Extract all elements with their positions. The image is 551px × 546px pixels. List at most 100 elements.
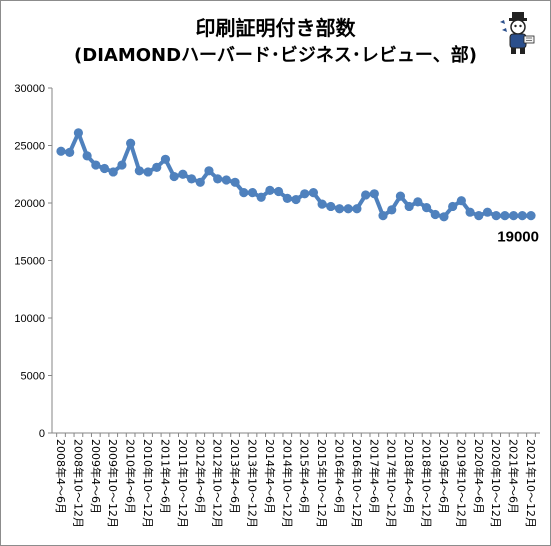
y-tick-label: 15000 (14, 256, 45, 268)
x-tick-label: 2009年4～6月 (89, 439, 103, 514)
data-point (361, 190, 371, 200)
data-point (465, 207, 475, 217)
data-point (186, 174, 197, 184)
data-point (56, 146, 66, 156)
data-point (265, 185, 275, 195)
x-tick-label: 2016年4～6月 (333, 439, 347, 514)
x-tick-label: 2013年4～6月 (228, 439, 242, 514)
data-point (273, 186, 284, 197)
x-tick-label: 2012年10～12月 (211, 439, 225, 528)
data-point (160, 154, 171, 164)
y-tick-label: 25000 (14, 141, 45, 153)
data-point (517, 211, 527, 221)
x-tick-label: 2018年4～6月 (402, 439, 416, 514)
data-point (126, 138, 136, 148)
x-tick-label: 2014年4～6月 (263, 439, 277, 514)
x-tick-label: 2017年4～6月 (367, 439, 381, 514)
data-point (91, 160, 101, 170)
x-tick-label: 2013年10～12月 (245, 439, 259, 528)
x-tick-label: 2010年10～12月 (141, 439, 155, 528)
data-point (439, 212, 449, 222)
data-point (500, 211, 510, 221)
x-axis-ticks: 2008年4～6月 2008年10～12月 2009年4～6月 2009年10～12月… (54, 433, 538, 528)
data-point (456, 196, 466, 206)
data-point (413, 197, 423, 207)
data-point (143, 167, 153, 177)
x-tick-label: 2015年10～12月 (315, 439, 329, 528)
x-tick-label: 2015年4～6月 (298, 439, 312, 514)
data-point (117, 160, 127, 170)
data-point (326, 201, 336, 212)
mascot-icon (500, 12, 535, 54)
data-point (421, 203, 432, 213)
x-tick-label: 2019年10～12月 (454, 439, 468, 528)
x-tick-label: 2008年4～6月 (54, 439, 68, 514)
x-tick-label: 2010年4～6月 (124, 439, 138, 514)
x-tick-label: 2012年4～6月 (193, 439, 207, 514)
data-point (343, 204, 353, 214)
series-group (56, 128, 536, 222)
x-tick-label: 2017年10～12月 (385, 439, 399, 528)
x-tick-label: 2014年10～12月 (280, 439, 294, 528)
data-point (300, 189, 310, 199)
y-tick-label: 20000 (14, 198, 45, 210)
data-point (282, 193, 292, 203)
data-point (378, 211, 388, 221)
data-point (404, 201, 414, 212)
data-point (204, 166, 214, 176)
data-point (448, 201, 458, 212)
x-tick-label: 2019年4～6月 (437, 439, 451, 514)
data-point (308, 188, 319, 198)
x-tick-label: 2020年10～12月 (489, 439, 503, 528)
data-point (221, 175, 231, 185)
data-point (213, 174, 223, 184)
data-point (178, 169, 188, 179)
data-point (317, 199, 327, 209)
annotations: 19000 (497, 229, 539, 246)
x-tick-label: 2018年10～12月 (420, 439, 434, 528)
data-point (65, 147, 75, 157)
data-point (169, 171, 179, 182)
y-tick-label: 5000 (21, 371, 45, 383)
data-point (482, 207, 493, 217)
data-point (134, 166, 144, 176)
y-tick-label: 10000 (14, 313, 45, 325)
data-point (230, 177, 240, 187)
x-tick-label: 2021年4～6月 (507, 439, 521, 514)
data-point (247, 188, 258, 198)
y-tick-label: 0 (39, 428, 45, 440)
x-tick-label: 2009年10～12月 (106, 439, 120, 528)
data-point (430, 209, 440, 220)
end-value-label: 19000 (497, 229, 539, 246)
x-tick-label: 2021年10～12月 (524, 439, 538, 528)
data-point (99, 163, 110, 174)
y-axis-ticks: 0 5000 10000 15000 20000 25000 30000 (14, 83, 52, 440)
data-point (387, 205, 397, 215)
x-tick-label: 2008年10～12月 (71, 439, 85, 528)
data-point (239, 188, 249, 198)
x-tick-label: 2020年4～6月 (472, 439, 486, 514)
data-point (395, 191, 406, 201)
data-point (334, 204, 345, 214)
chart-title: 印刷証明付き部数 (195, 16, 356, 40)
data-point (474, 211, 484, 221)
data-point (508, 211, 519, 221)
axes (51, 88, 540, 434)
data-point (291, 194, 301, 205)
data-point (369, 189, 379, 199)
x-tick-label: 2011年10～12月 (176, 439, 190, 528)
data-point (108, 167, 118, 177)
data-point (82, 151, 92, 161)
x-tick-label: 2016年10～12月 (350, 439, 364, 528)
data-point (152, 162, 162, 172)
chart-subtitle: (DIAMONDハーバード･ビジネス･レビュー、部) (74, 45, 477, 66)
data-point (195, 177, 205, 187)
data-point (526, 211, 536, 221)
data-point (73, 128, 84, 138)
data-point (256, 192, 266, 202)
x-tick-label: 2011年4～6月 (158, 439, 172, 514)
y-tick-label: 30000 (14, 83, 45, 95)
data-point (491, 211, 501, 221)
